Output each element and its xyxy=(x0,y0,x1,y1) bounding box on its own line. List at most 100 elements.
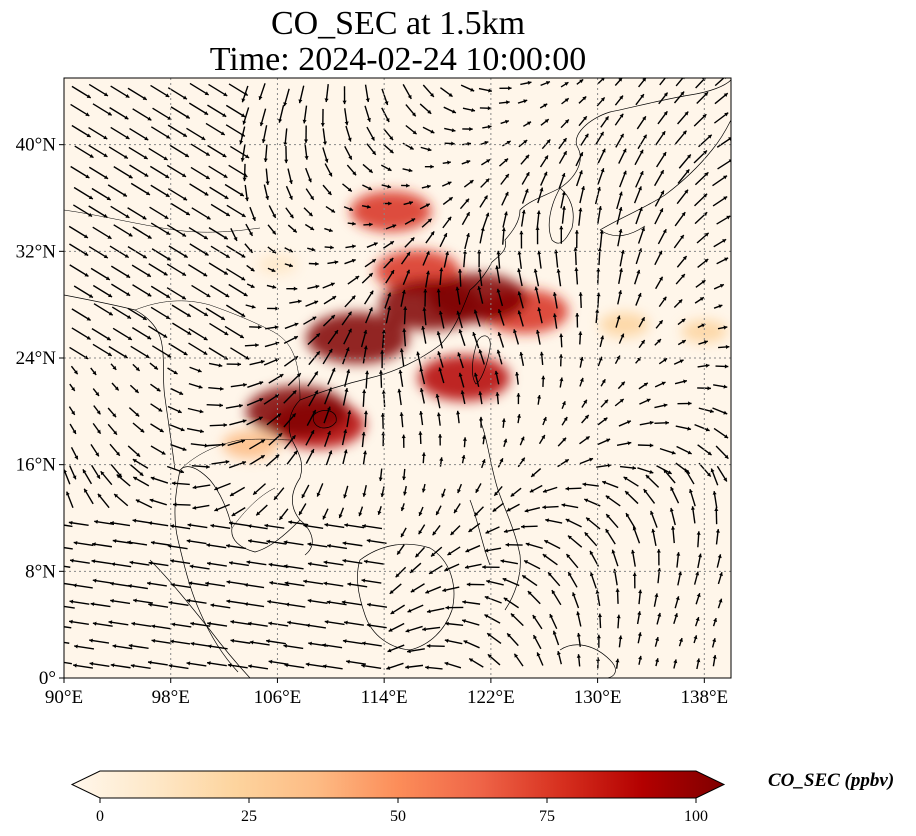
wind-arrow xyxy=(450,525,461,536)
wind-arrow xyxy=(465,544,481,553)
wind-arrow xyxy=(364,105,371,122)
wind-arrow xyxy=(444,661,462,669)
wind-arrow xyxy=(500,559,518,565)
wind-arrow xyxy=(486,632,502,644)
wind-arrow xyxy=(73,186,94,200)
wind-arrow xyxy=(130,182,151,196)
wind-arrow xyxy=(268,659,289,665)
wind-arrow xyxy=(110,85,130,99)
wind-arrow xyxy=(542,486,558,493)
wind-arrow xyxy=(283,412,297,428)
wind-arrow xyxy=(482,212,490,228)
wind-arrow xyxy=(362,485,367,497)
wind-arrow xyxy=(325,205,336,214)
wind-arrow xyxy=(653,593,659,607)
wind-arrow xyxy=(503,597,519,609)
wind-arrow xyxy=(405,104,417,117)
wind-arrow xyxy=(116,474,131,487)
wind-arrow xyxy=(322,128,328,146)
wind-arrow xyxy=(322,348,333,365)
wind-arrow xyxy=(127,87,148,101)
wind-arrow xyxy=(420,146,432,152)
wind-arrow xyxy=(404,217,416,225)
wind-arrow xyxy=(576,78,584,85)
wind-arrow xyxy=(422,126,435,134)
wind-arrow xyxy=(110,363,117,371)
wind-arrow xyxy=(230,228,238,242)
wind-arrow xyxy=(128,407,140,417)
wind-arrow xyxy=(551,589,562,606)
wind-arrow xyxy=(150,540,171,546)
wind-arrow xyxy=(381,184,392,189)
coastline-hainan xyxy=(312,410,337,429)
wind-arrow xyxy=(416,351,422,369)
wind-arrow xyxy=(206,403,223,408)
wind-arrow xyxy=(676,552,681,568)
wind-arrow xyxy=(208,83,228,97)
wind-arrow xyxy=(169,144,190,158)
wind-arrow xyxy=(70,103,90,117)
coastline-sumatra xyxy=(149,559,251,678)
wind-arrow xyxy=(90,367,97,376)
wind-arrow xyxy=(677,318,686,326)
wind-arrow xyxy=(485,526,500,534)
wind-arrow xyxy=(684,468,695,485)
wind-arrow xyxy=(651,528,657,546)
wind-arrow xyxy=(287,372,302,386)
wind-arrow xyxy=(696,531,701,548)
wind-arrow xyxy=(303,125,309,143)
wind-arrow xyxy=(496,349,503,365)
wind-arrow xyxy=(696,91,709,105)
wind-arrow xyxy=(305,448,315,464)
wind-arrow xyxy=(386,662,404,670)
wind-arrow xyxy=(70,165,90,179)
wind-arrow xyxy=(717,598,723,609)
wind-arrow xyxy=(338,507,345,519)
wind-arrow xyxy=(542,553,558,566)
wind-arrow xyxy=(188,102,209,116)
wind-arrow xyxy=(624,490,639,505)
wind-arrow xyxy=(209,186,229,200)
wind-arrow xyxy=(654,403,668,409)
wind-arrow xyxy=(92,422,102,435)
wind-arrow xyxy=(113,493,129,507)
wind-arrow xyxy=(473,309,481,327)
wind-arrow xyxy=(259,108,267,127)
wind-arrow xyxy=(149,498,167,506)
wind-arrow xyxy=(625,512,636,529)
wind-arrow xyxy=(444,563,460,572)
wind-arrow xyxy=(170,387,184,396)
wind-arrow xyxy=(575,151,584,167)
wind-arrow xyxy=(402,269,410,286)
wind-arrow xyxy=(693,571,700,585)
wind-arrow xyxy=(150,126,171,139)
wind-arrow xyxy=(109,107,129,120)
wind-arrow xyxy=(438,367,445,384)
wind-arrow xyxy=(110,598,131,605)
wind-arrow xyxy=(540,80,551,87)
wind-arrow xyxy=(324,84,329,103)
wind-arrow xyxy=(694,296,705,304)
wind-arrow xyxy=(502,140,512,147)
chart-title-line1: CO_SEC at 1.5km xyxy=(270,5,526,42)
wind-arrow xyxy=(520,80,532,86)
wind-arrow xyxy=(716,215,731,225)
wind-arrow xyxy=(363,559,384,565)
wind-arrow xyxy=(712,175,728,187)
wind-arrow xyxy=(252,483,266,496)
wind-arrow xyxy=(670,526,676,544)
wind-arrow xyxy=(107,423,118,436)
wind-arrow xyxy=(589,550,600,567)
wind-arrow xyxy=(623,476,639,487)
wind-arrow xyxy=(410,583,425,593)
wind-arrow xyxy=(298,503,307,516)
wind-arrow xyxy=(462,127,473,132)
wind-arrow xyxy=(273,487,285,501)
wind-arrow xyxy=(129,560,150,566)
wind-arrow xyxy=(245,223,254,237)
wind-arrow xyxy=(363,410,369,428)
wind-arrow xyxy=(673,299,683,309)
wind-arrow xyxy=(344,145,353,160)
wind-arrow xyxy=(599,230,604,248)
